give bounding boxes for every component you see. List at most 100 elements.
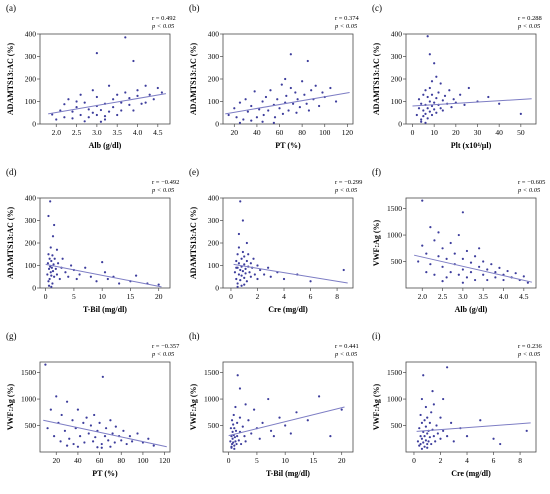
y-tick-label: 400 [208,30,220,39]
x-axis-label: Cre (mg/dl) [268,305,308,314]
data-point [428,436,431,439]
data-point [239,200,242,203]
data-point [425,252,428,255]
x-tick-label: 120 [342,128,354,137]
data-point [46,427,49,430]
data-point [450,106,453,109]
data-point [461,257,464,260]
data-point [291,102,295,105]
data-point [448,89,451,92]
correlation-r: r = 0.374 [335,15,359,22]
data-point [298,106,301,109]
data-point [65,400,69,403]
data-point [46,262,50,265]
data-point [419,435,422,438]
data-point [87,432,90,435]
data-point [307,109,311,112]
data-point [120,101,123,104]
x-tick-label: 0 [412,456,416,465]
data-point [63,103,66,106]
data-point [49,200,52,203]
data-point [463,103,466,106]
data-point [519,112,522,115]
data-point [423,419,426,422]
data-point [433,239,436,242]
plot-frame [405,197,537,289]
data-point [147,437,150,440]
x-tick-label: 60 [96,456,104,465]
x-axis-label: PT (%) [275,141,301,150]
data-point [252,257,255,260]
data-point [243,283,246,286]
data-point [233,107,236,110]
data-point [428,86,431,90]
x-tick-label: 3.0 [458,292,468,301]
data-point [317,104,321,108]
data-point [240,274,243,277]
correlation-r: r = −0.605 [518,179,545,186]
data-point [437,91,440,94]
data-point [116,93,119,96]
y-tick-label: 1500 [21,368,36,377]
data-point [231,430,234,433]
data-point [317,395,321,398]
x-tick-label: 15 [310,456,318,465]
data-point [428,100,431,103]
y-tick-label: 0 [215,120,219,129]
data-point [334,100,338,103]
data-point [422,93,425,96]
data-point [295,111,298,114]
data-point [50,266,53,269]
data-point [526,281,529,284]
data-point [465,249,469,253]
x-tick-label: 0 [411,128,415,137]
data-point [309,280,312,283]
data-point [465,435,469,438]
data-point [433,108,436,111]
data-point [87,108,90,111]
data-point [420,421,424,424]
data-point [242,118,245,121]
data-point [430,442,433,446]
x-tick-label: 5 [72,292,76,301]
data-point [419,442,422,446]
data-point [78,435,82,438]
data-point [89,275,92,278]
data-point [128,103,131,106]
data-point [52,435,56,438]
data-point [443,94,447,97]
data-point [252,408,256,411]
plot-frame [405,361,537,453]
data-point [51,254,54,257]
data-point [54,267,57,270]
plot-frame [39,361,171,453]
data-point [233,444,236,447]
x-tick-label: 8 [335,292,339,301]
data-point [441,247,444,250]
data-point [91,89,94,92]
data-point [424,89,427,92]
data-point [457,273,460,276]
x-tick-label: 4.0 [499,292,509,301]
data-point [267,109,270,112]
x-tick-label: 2 [256,292,260,301]
p-value: p < 0.05 [151,23,175,30]
data-point [136,432,139,435]
data-point [56,262,60,265]
x-tick-label: 6 [309,292,313,301]
data-point [419,413,422,417]
y-tick-label: 500 [391,257,403,266]
x-tick-label: 60 [276,128,284,137]
data-point [439,107,442,110]
data-point [439,82,442,85]
y-axis-label: ADAMTS13:AC (%) [189,43,198,116]
data-point [525,429,528,432]
data-point [237,262,241,265]
data-point [442,397,445,401]
data-point [426,442,429,446]
x-tick-label: 15 [127,292,135,301]
data-point [437,231,440,234]
data-point [473,278,477,282]
data-point [75,100,78,103]
